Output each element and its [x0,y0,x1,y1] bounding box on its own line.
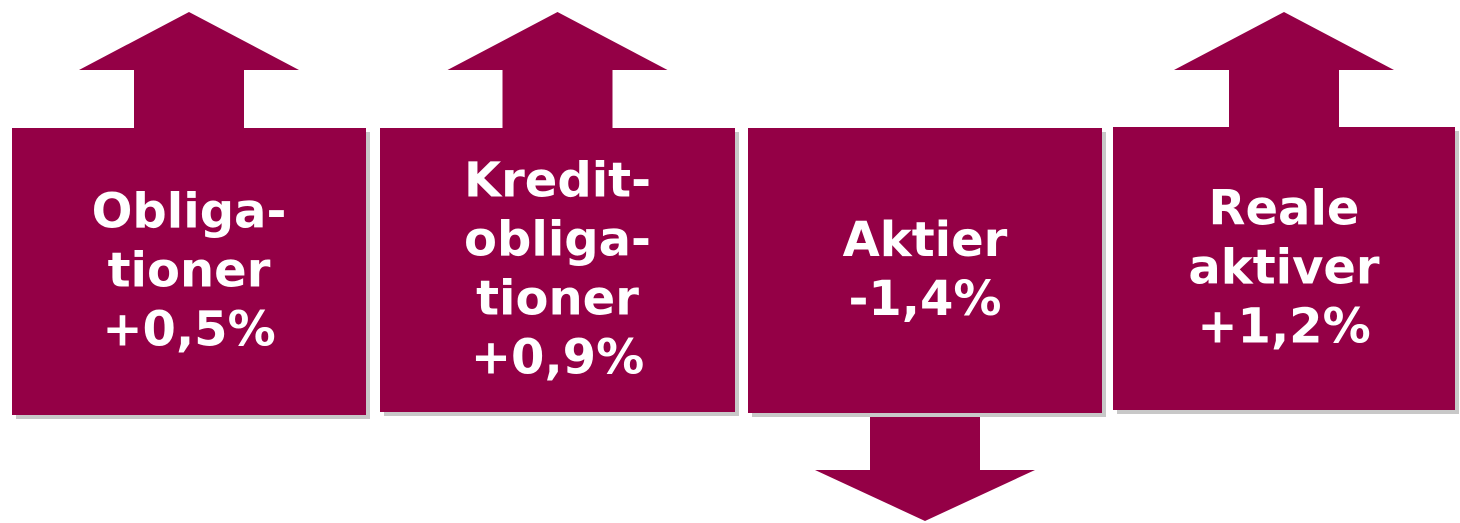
box-value: +1,2% [1197,299,1370,355]
box [748,128,1102,413]
box-label: tioner [476,271,639,327]
box-label: Reale [1209,181,1360,237]
box [380,128,735,412]
box-label: Aktier [843,212,1008,268]
box-label: Obliga- [92,184,287,240]
box-label: Kredit- [464,153,651,209]
arrow-up [79,12,299,128]
box-label: tioner [108,243,271,299]
box [1113,127,1455,410]
arrow-up [1174,12,1394,127]
box-value: +0,9% [471,330,644,386]
arrow-down [815,413,1035,521]
box-label: aktiver [1188,240,1380,296]
arrow-up [447,12,668,128]
box-value: -1,4% [848,271,1001,327]
box-value: +0,5% [102,302,275,358]
box-label: obliga- [464,212,651,268]
box [12,128,366,415]
